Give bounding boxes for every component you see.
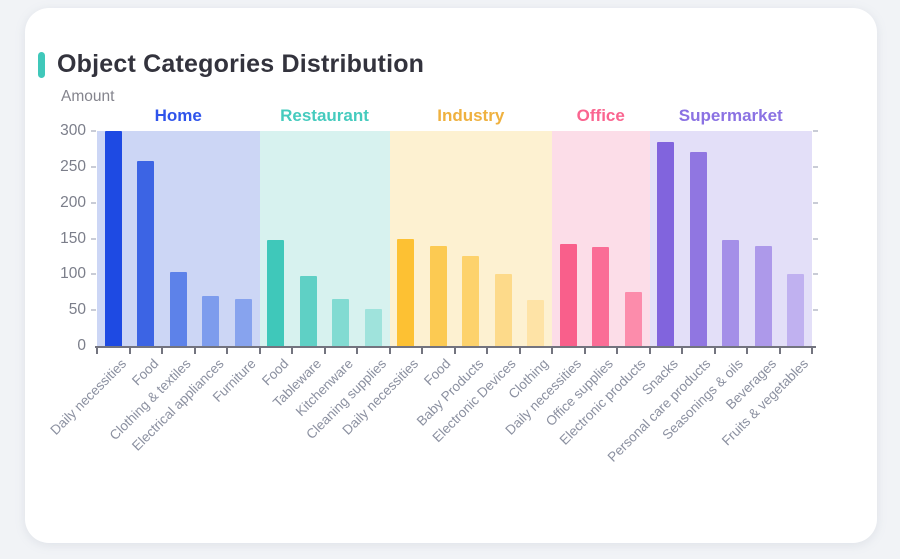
title-accent-bar (38, 51, 45, 78)
y-axis-right-tick (813, 309, 818, 312)
bar (657, 141, 675, 346)
plot-area (97, 131, 812, 346)
y-axis-left-tick (91, 165, 96, 168)
y-axis-tick-label: 300 (60, 122, 86, 139)
y-axis-right-tick (813, 237, 818, 240)
bar (234, 299, 252, 346)
group-band-restaurant (259, 131, 390, 346)
bar (169, 272, 187, 346)
bar (364, 309, 382, 346)
bar (494, 274, 512, 346)
title-row: Object Categories Distribution (38, 50, 424, 79)
y-axis-tick-label: 50 (68, 301, 86, 319)
bar (202, 295, 220, 346)
x-axis-tick (648, 348, 651, 354)
bar (462, 255, 480, 346)
group-band-supermarket (649, 131, 812, 346)
bar (624, 291, 642, 346)
x-axis-tick (161, 348, 163, 354)
x-axis-tick (258, 348, 261, 354)
x-axis-tick (681, 348, 683, 354)
x-axis-tick (486, 348, 488, 354)
y-axis-right-tick (813, 273, 818, 276)
bar (592, 247, 610, 346)
y-axis-right-tick (813, 165, 818, 168)
x-axis-tick (453, 348, 456, 354)
y-axis-right-tick (813, 130, 818, 132)
group-header-supermarket: Supermarket (678, 106, 783, 125)
y-axis-title: Amount (61, 88, 115, 105)
x-axis-tick (583, 348, 586, 354)
y-axis-tick-label: 100 (60, 265, 86, 283)
group-band-office (552, 131, 650, 346)
x-axis-tick (226, 348, 228, 354)
bar (429, 246, 447, 346)
y-axis-right-tick (813, 201, 818, 204)
x-axis-tick (746, 348, 748, 354)
x-axis-tick (128, 348, 131, 354)
x-axis-tick (778, 348, 781, 354)
bar (787, 273, 805, 346)
bar (559, 244, 577, 346)
y-axis-tick-label: 200 (60, 193, 86, 211)
group-header-restaurant: Restaurant (280, 106, 369, 125)
bar (104, 131, 122, 346)
x-axis-tick (291, 348, 293, 354)
group-header-office: Office (576, 106, 625, 125)
x-axis-tick (356, 348, 358, 354)
x-axis-tick (388, 348, 391, 354)
group-header-home: Home (154, 106, 202, 125)
y-axis-left-tick (91, 309, 96, 312)
bar (754, 245, 772, 346)
bar (689, 151, 707, 346)
y-axis-left-tick (91, 130, 96, 132)
x-axis-tick (323, 348, 326, 354)
y-axis-tick-label: 0 (77, 337, 86, 354)
bar (299, 276, 317, 346)
x-axis-line (95, 346, 816, 348)
x-axis-tick (713, 348, 716, 354)
group-band-industry (389, 131, 552, 346)
group-header-industry: Industry (437, 106, 505, 125)
x-axis-tick (96, 348, 98, 354)
x-axis-tick (551, 348, 553, 354)
group-band-home (97, 131, 260, 346)
bar (527, 300, 545, 346)
x-axis-tick (616, 348, 618, 354)
bar (332, 298, 350, 346)
x-axis-tick (811, 348, 813, 354)
y-axis-left-tick (91, 273, 96, 276)
x-axis-tick (518, 348, 521, 354)
y-axis-left-tick (91, 201, 96, 204)
y-axis-tick-label: 250 (60, 157, 86, 175)
bar (267, 239, 285, 346)
x-axis-tick (193, 348, 196, 354)
x-axis-tick (421, 348, 423, 354)
bar (137, 161, 155, 346)
y-axis-tick-label: 150 (60, 229, 86, 247)
bar (722, 239, 740, 346)
y-axis-left-tick (91, 237, 96, 240)
page-title: Object Categories Distribution (57, 50, 425, 78)
bar (397, 238, 415, 346)
